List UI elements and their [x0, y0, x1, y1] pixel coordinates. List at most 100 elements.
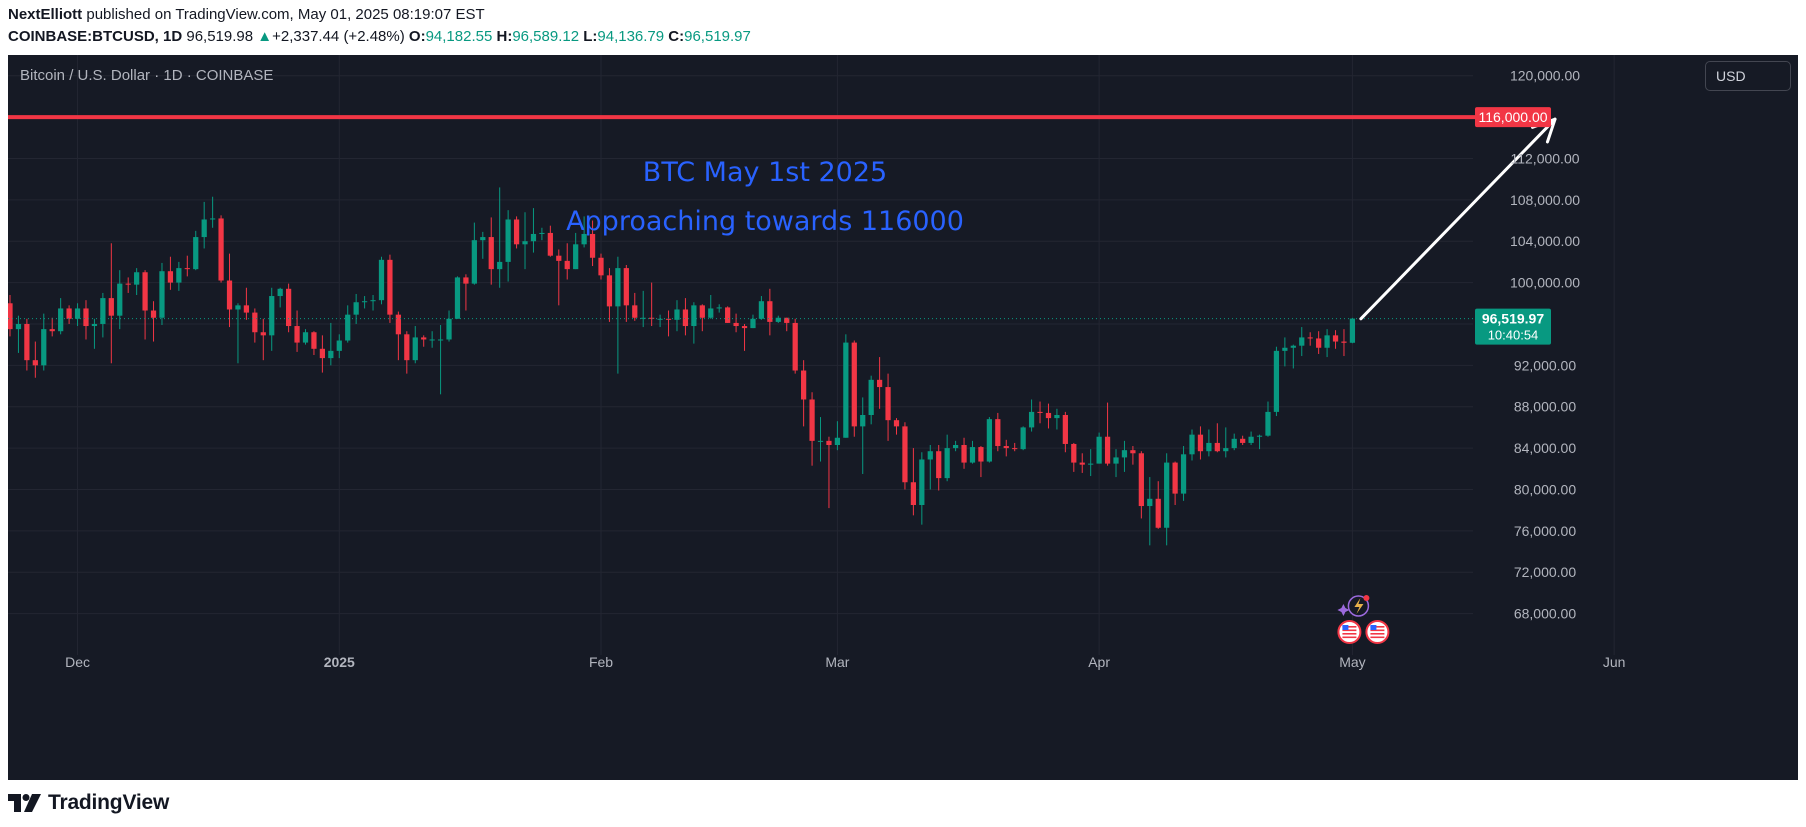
- price-tick-label: 92,000.00: [1514, 357, 1576, 373]
- price-tick-label: 104,000.00: [1510, 233, 1580, 249]
- last-price: 96,519.98: [186, 28, 254, 45]
- candle-body: [74, 308, 81, 319]
- candle-body: [150, 310, 157, 318]
- candle-body: [843, 342, 849, 438]
- candle-body: [1054, 415, 1060, 419]
- candle-body: [716, 307, 722, 309]
- tradingview-logo-text: TradingView: [48, 791, 170, 814]
- candle-body: [345, 314, 351, 341]
- lightning-event-icon[interactable]: [1337, 595, 1370, 617]
- candle-body: [387, 259, 393, 315]
- event-icons[interactable]: [1337, 595, 1390, 644]
- candle-body: [83, 308, 89, 327]
- candle-body: [1155, 498, 1161, 528]
- candle-body: [682, 309, 689, 327]
- tradingview-logo[interactable]: TradingView: [8, 790, 169, 816]
- candle-body: [615, 268, 621, 307]
- us-flag-event-icon[interactable]: [1337, 620, 1362, 644]
- chart-legend-title: Bitcoin / U.S. Dollar · 1D · COINBASE: [20, 67, 274, 84]
- author-name[interactable]: NextElliott: [8, 6, 83, 23]
- candle-body: [49, 329, 55, 332]
- candle-body: [437, 339, 444, 341]
- candle-body: [1316, 338, 1322, 348]
- us-flag-event-icon[interactable]: [1365, 620, 1390, 644]
- candle-body: [32, 360, 38, 366]
- chart-frame[interactable]: BTC May 1st 2025 Approaching towards 1160…: [8, 55, 1798, 780]
- candle-body: [24, 323, 30, 361]
- candlestick-chart[interactable]: BTC May 1st 2025 Approaching towards 1160…: [8, 55, 1798, 780]
- candle-body: [480, 237, 486, 241]
- candle-body: [1282, 347, 1288, 351]
- candle-body: [1088, 463, 1094, 465]
- candle-body: [1062, 415, 1068, 444]
- candle-body: [547, 232, 553, 256]
- candle-body: [801, 370, 807, 400]
- candle-body: [733, 322, 739, 327]
- trend-arrow-line[interactable]: [1359, 117, 1557, 321]
- candle-body: [1223, 448, 1229, 452]
- currency-button[interactable]: USD: [1705, 61, 1791, 91]
- candle-body: [1164, 462, 1170, 528]
- ohlc-header: COINBASE:BTCUSD, 1D 96,519.98 ▲+2,337.44…: [8, 28, 751, 45]
- candle-body: [497, 261, 503, 270]
- candle-body: [108, 298, 114, 316]
- publish-header: NextElliott published on TradingView.com…: [8, 6, 485, 23]
- candle-body: [1341, 341, 1347, 343]
- candle-body: [606, 275, 613, 307]
- candle-body: [632, 305, 638, 318]
- candle-body: [370, 300, 376, 302]
- annotation-title[interactable]: BTC May 1st 2025: [643, 157, 887, 188]
- published-text: published on TradingView.com, May 01, 20…: [86, 6, 485, 23]
- candle-body: [767, 301, 773, 322]
- candle-body: [902, 426, 908, 483]
- price-tick-label: 100,000.00: [1510, 275, 1580, 291]
- candle-body: [792, 322, 798, 371]
- candle-body: [741, 326, 748, 329]
- candle-body: [1290, 345, 1296, 348]
- price-tick-label: 72,000.00: [1514, 564, 1576, 580]
- candle-body: [573, 244, 579, 270]
- candle-body: [674, 309, 680, 320]
- candle-body: [1197, 434, 1204, 452]
- candle-body: [750, 318, 756, 329]
- candle-body: [927, 451, 933, 460]
- candle-body: [1028, 411, 1035, 428]
- candle-body: [353, 302, 359, 315]
- price-tick-label: 84,000.00: [1514, 440, 1576, 456]
- candle-body: [8, 303, 13, 330]
- candle-body: [834, 437, 841, 445]
- countdown-label: 10:40:54: [1488, 328, 1539, 343]
- price-tick-label: 88,000.00: [1514, 399, 1576, 415]
- candle-body: [691, 305, 697, 327]
- candle-body: [1071, 443, 1077, 463]
- annotation-subtitle[interactable]: Approaching towards 116000: [566, 206, 964, 237]
- candle-body: [1324, 335, 1330, 348]
- candle-body: [1307, 337, 1313, 339]
- candle-body: [1189, 434, 1195, 455]
- candle-body: [893, 420, 900, 427]
- candle-body: [1020, 427, 1026, 450]
- candle-body: [235, 305, 241, 310]
- candle-body: [446, 318, 452, 340]
- candle-body: [117, 283, 123, 316]
- candle-body: [598, 257, 604, 276]
- candle-body: [876, 379, 883, 388]
- candle-body: [556, 255, 562, 261]
- candle-body: [269, 296, 275, 336]
- candle-body: [404, 334, 410, 361]
- drawings[interactable]: BTC May 1st 2025 Approaching towards 1160…: [8, 115, 1557, 321]
- candles: [8, 187, 1356, 546]
- price-tick-label: 76,000.00: [1514, 523, 1576, 539]
- candle-body: [505, 219, 511, 262]
- candle-body: [1256, 435, 1263, 437]
- candle-body: [868, 379, 874, 415]
- candle-body: [589, 233, 596, 258]
- candle-body: [294, 326, 300, 343]
- candle-body: [826, 440, 832, 445]
- candle-body: [860, 415, 866, 427]
- candle-body: [463, 277, 469, 284]
- candle-body: [1138, 453, 1144, 507]
- candle-body: [429, 339, 435, 341]
- axes: 68,000.00 72,000.00 76,000.00 80,000.00 84,0…: [65, 68, 1625, 670]
- price-tick-label: 112,000.00: [1510, 150, 1579, 166]
